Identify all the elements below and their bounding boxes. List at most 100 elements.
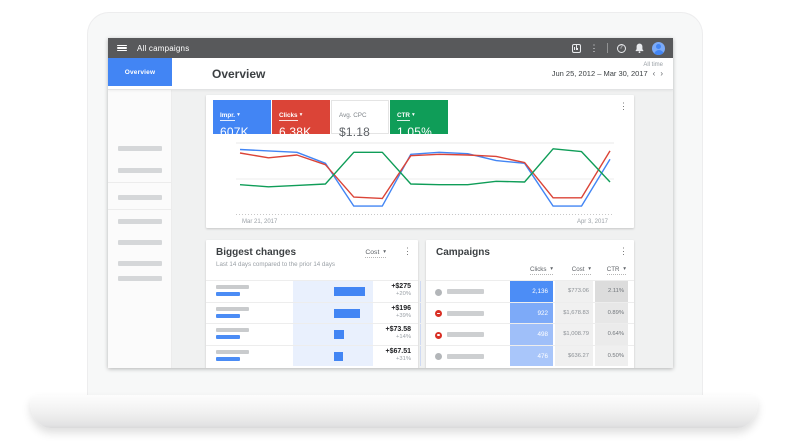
scorecard-impressions[interactable]: Impr.▾ 607K xyxy=(213,100,271,134)
help-icon[interactable]: ? xyxy=(616,43,626,53)
change-row[interactable]: +$67.51+31% xyxy=(206,345,418,367)
cost-cell: $1,678.83 xyxy=(555,303,593,324)
biggest-changes-card: Biggest changes Last 14 days compared to… xyxy=(206,240,418,368)
campaigns-card: Campaigns ⋮ Clicks ▾ Cost ▾ CTR ▾ 2,136 … xyxy=(426,240,634,368)
date-period-label: All time xyxy=(552,62,663,68)
navigation-sidebar xyxy=(108,90,172,368)
change-bar xyxy=(334,330,344,339)
scorecard-label: Clicks xyxy=(279,112,298,121)
dropdown-arrow-icon: ▾ xyxy=(237,112,240,118)
card-title: Campaigns xyxy=(436,247,490,258)
sidebar-item-placeholder[interactable] xyxy=(118,276,162,281)
clicks-cell: 476 xyxy=(510,346,553,367)
change-bar xyxy=(334,287,365,296)
change-bar-track xyxy=(293,303,373,324)
more-vert-icon[interactable]: ⋮ xyxy=(619,247,628,256)
app-title: All campaigns xyxy=(137,44,189,53)
cost-cell: $1,008.79 xyxy=(555,324,593,345)
change-row[interactable]: +$73.58+14% xyxy=(206,323,418,345)
change-row[interactable]: +$196+39% xyxy=(206,302,418,324)
ctr-cell: 0.89% xyxy=(595,303,628,324)
x-axis-start-label: Mar 21, 2017 xyxy=(242,219,277,225)
change-row[interactable]: +$275+20% xyxy=(206,280,418,302)
campaign-name-placeholder xyxy=(216,328,249,332)
date-range-picker[interactable]: All time Jun 25, 2012 – Mar 30, 2017 ‹ › xyxy=(552,62,663,78)
campaign-row[interactable]: 922 $1,678.83 0.89% xyxy=(426,302,634,324)
change-bar xyxy=(334,309,360,318)
menu-icon[interactable] xyxy=(117,45,127,52)
scorecard-value: $1.18 xyxy=(339,125,388,139)
campaign-row[interactable]: 476 $636.27 0.50% xyxy=(426,345,634,367)
column-header-ctr[interactable]: CTR ▾ xyxy=(607,266,626,275)
clicks-cell: 2,136 xyxy=(510,281,553,302)
campaign-name-placeholder xyxy=(447,311,484,316)
cost-cell: $636.27 xyxy=(555,346,593,367)
account-avatar[interactable] xyxy=(652,42,665,55)
column-header-cost[interactable]: Cost ▾ xyxy=(572,266,591,275)
reports-icon[interactable] xyxy=(571,43,581,53)
sidebar-item-placeholder[interactable] xyxy=(118,168,162,173)
laptop-mockup: All campaigns ⋮ ? Overview Overview All … xyxy=(0,0,788,443)
more-vert-icon[interactable]: ⋮ xyxy=(589,43,599,53)
dropdown-arrow-icon: ▾ xyxy=(412,112,415,118)
metric-selector[interactable]: Cost ▾ xyxy=(365,249,386,258)
next-date-icon[interactable]: › xyxy=(660,70,663,78)
scorecard-clicks[interactable]: Clicks▾ 6.38K xyxy=(272,100,330,134)
sidebar-item-placeholder[interactable] xyxy=(118,240,162,245)
campaign-name-placeholder xyxy=(447,289,484,294)
dropdown-arrow-icon: ▾ xyxy=(300,112,303,118)
clicks-cell: 498 xyxy=(510,324,553,345)
sidebar-item-placeholder[interactable] xyxy=(118,195,162,200)
scorecard-avg-cpc[interactable]: Avg. CPC $1.18 xyxy=(331,100,389,134)
more-vert-icon[interactable]: ⋮ xyxy=(403,247,412,256)
sidebar-item-placeholder[interactable] xyxy=(118,219,162,224)
change-amount: +$275 xyxy=(391,283,411,290)
sidebar-item-placeholder[interactable] xyxy=(118,146,162,151)
sidebar-item-placeholder[interactable] xyxy=(118,261,162,266)
change-bar xyxy=(334,352,343,361)
more-vert-icon[interactable]: ⋮ xyxy=(619,102,628,111)
sidebar-divider xyxy=(108,182,172,183)
ctr-cell: 0.50% xyxy=(595,346,628,367)
change-percent: +31% xyxy=(386,356,412,362)
ctr-cell: 2.11% xyxy=(595,281,628,302)
sidebar-item-overview[interactable]: Overview xyxy=(108,58,172,86)
campaign-row[interactable]: 498 $1,008.79 0.64% xyxy=(426,323,634,345)
status-icon xyxy=(435,289,442,296)
prev-date-icon[interactable]: ‹ xyxy=(653,70,656,78)
status-icon xyxy=(435,310,442,317)
scorecard-label: Impr. xyxy=(220,112,235,121)
campaign-name-placeholder xyxy=(447,354,484,359)
change-percent: +20% xyxy=(391,291,411,297)
dropdown-arrow-icon: ▾ xyxy=(550,266,553,272)
campaign-metric-placeholder xyxy=(216,335,240,339)
toolbar-divider xyxy=(607,43,608,53)
change-bar-track xyxy=(293,324,373,345)
change-bar-track xyxy=(293,346,373,367)
change-amount: +$67.51 xyxy=(386,348,412,355)
status-icon xyxy=(435,353,442,360)
campaign-metric-placeholder xyxy=(216,357,240,361)
scorecard-value: 1.05% xyxy=(397,125,448,139)
overview-trend-card: Impr.▾ 607K Clicks▾ 6.38K Avg. CPC $1.18… xyxy=(206,95,634,228)
dropdown-arrow-icon: ▾ xyxy=(588,266,591,272)
campaign-row[interactable]: 2,136 $773.06 2.11% xyxy=(426,280,634,302)
scorecard-value: 607K xyxy=(220,125,271,139)
trend-line-chart xyxy=(236,142,614,215)
card-subtitle: Last 14 days compared to the prior 14 da… xyxy=(216,261,335,268)
change-amount: +$73.58 xyxy=(386,326,412,333)
change-percent: +39% xyxy=(391,313,411,319)
campaign-name-placeholder xyxy=(447,332,484,337)
laptop-base xyxy=(30,395,758,428)
column-header-clicks[interactable]: Clicks ▾ xyxy=(530,266,553,275)
scorecard-value: 6.38K xyxy=(279,125,330,139)
campaign-name-placeholder xyxy=(216,350,249,354)
notifications-icon[interactable] xyxy=(634,43,644,53)
cost-cell: $773.06 xyxy=(555,281,593,302)
page-header: Overview Overview All time Jun 25, 2012 … xyxy=(108,58,673,90)
app-top-bar: All campaigns ⋮ ? xyxy=(108,38,673,58)
date-range-value: Jun 25, 2012 – Mar 30, 2017 xyxy=(552,69,648,78)
scorecard-ctr[interactable]: CTR▾ 1.05% xyxy=(390,100,448,134)
dropdown-arrow-icon: ▾ xyxy=(623,266,626,272)
campaign-name-placeholder xyxy=(216,307,249,311)
